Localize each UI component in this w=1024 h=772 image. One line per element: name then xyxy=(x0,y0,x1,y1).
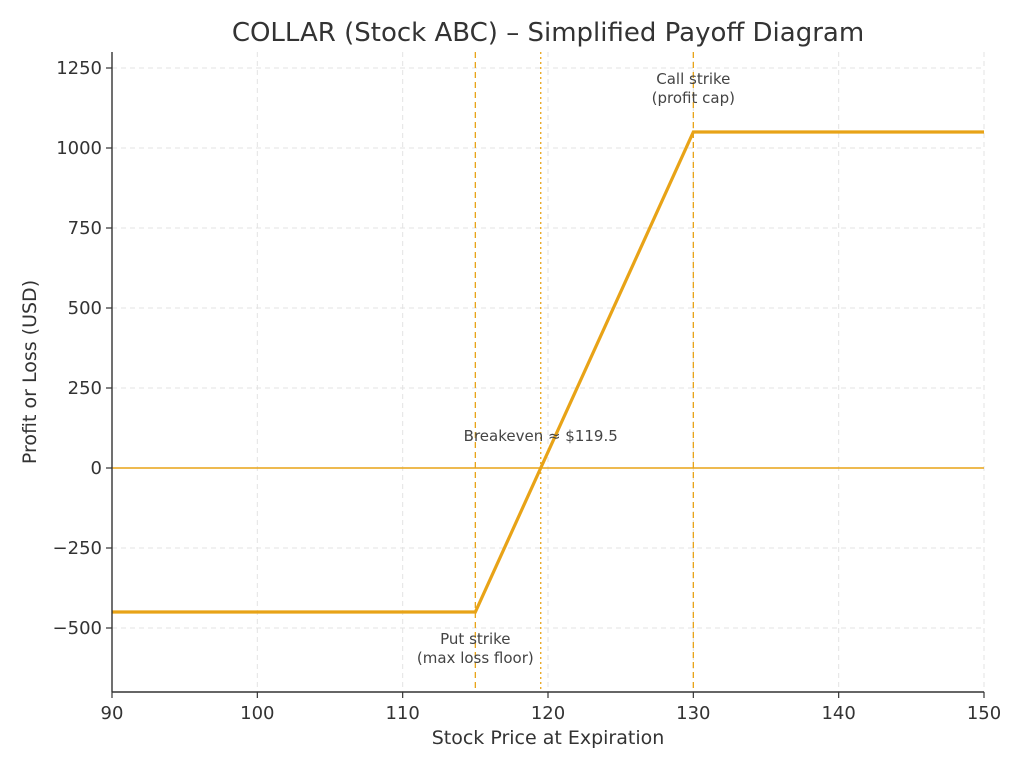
y-tick-label: −500 xyxy=(53,618,102,639)
y-tick-label: 1250 xyxy=(56,58,102,79)
y-tick-label: 250 xyxy=(68,378,102,399)
x-tick-label: 100 xyxy=(240,703,274,724)
y-tick-label: −250 xyxy=(53,538,102,559)
x-axis-label: Stock Price at Expiration xyxy=(432,727,665,749)
annotation-text: Call strike xyxy=(656,70,730,88)
x-tick-label: 90 xyxy=(101,703,124,724)
annotation-text: Breakeven ≈ $119.5 xyxy=(464,427,618,445)
x-tick-label: 150 xyxy=(967,703,1001,724)
x-tick-label: 110 xyxy=(385,703,419,724)
annotation-text: (max loss floor) xyxy=(417,649,534,667)
y-tick-label: 750 xyxy=(68,218,102,239)
payoff-line xyxy=(112,130,984,614)
y-axis-label: Profit or Loss (USD) xyxy=(19,280,41,464)
annotation-text: Put strike xyxy=(440,630,510,648)
annotation-text: (profit cap) xyxy=(652,89,735,107)
x-tick-label: 140 xyxy=(821,703,855,724)
x-tick-label: 120 xyxy=(531,703,565,724)
y-tick-label: 0 xyxy=(91,458,102,479)
y-tick-label: 1000 xyxy=(56,138,102,159)
chart-title: COLLAR (Stock ABC) – Simplified Payoff D… xyxy=(232,18,864,48)
x-tick-label: 130 xyxy=(676,703,710,724)
y-tick-label: 500 xyxy=(68,298,102,319)
